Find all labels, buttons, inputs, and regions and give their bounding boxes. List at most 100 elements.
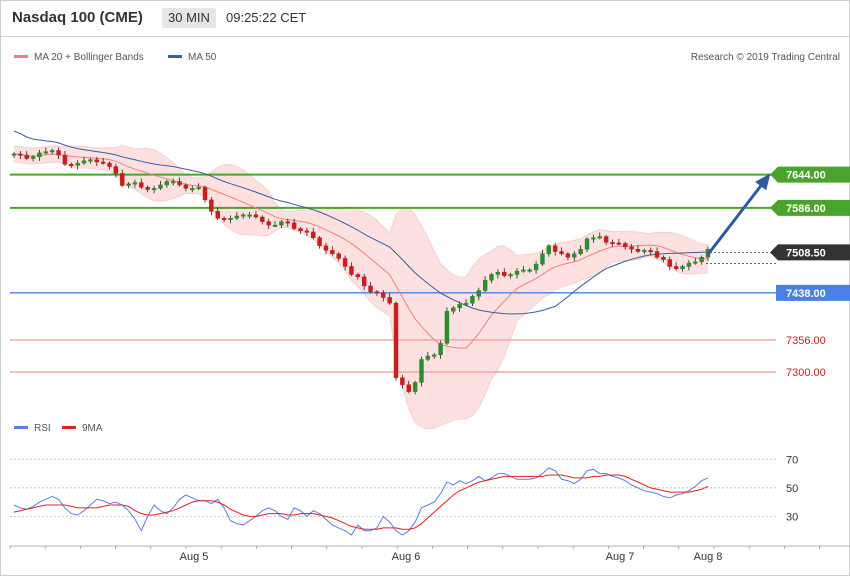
candle [209, 196, 214, 216]
candle [37, 149, 42, 161]
legend-rsi: RSI [14, 423, 51, 434]
candle [502, 268, 507, 278]
candle-body [37, 152, 42, 158]
candle [457, 301, 462, 312]
candle-body [654, 251, 660, 258]
candle-body [81, 160, 87, 164]
candle-body [221, 217, 227, 220]
candle-body [94, 159, 99, 163]
candle-body [100, 161, 106, 164]
header-divider [0, 36, 850, 37]
candle-body [202, 186, 208, 201]
candle [228, 215, 233, 224]
candle [247, 211, 252, 219]
candle [514, 268, 520, 279]
candle [431, 353, 437, 359]
candle-body [234, 215, 240, 219]
candle-body [381, 292, 386, 298]
candle [693, 257, 698, 265]
candle-body [228, 217, 233, 220]
candle-body [406, 384, 411, 392]
candle [81, 156, 87, 165]
candle-body [393, 302, 399, 379]
candle [610, 239, 615, 247]
candle [591, 234, 596, 243]
candle [304, 227, 310, 237]
candle-body [69, 164, 74, 167]
candle [559, 247, 564, 256]
candle [438, 340, 443, 359]
candle [349, 262, 354, 277]
candle [355, 272, 361, 280]
candle [279, 219, 284, 228]
candle [94, 156, 99, 166]
candle [387, 293, 392, 305]
candle-body [260, 216, 265, 222]
rsi-line [13, 467, 709, 536]
candle [699, 255, 704, 265]
candle [11, 152, 17, 158]
candle-body [24, 154, 29, 159]
rsi-tick-label-30: 30 [786, 511, 798, 523]
candle [673, 262, 679, 271]
candle-body [247, 214, 252, 217]
candle-body [209, 199, 214, 212]
x-axis-label-Aug-8: Aug 8 [694, 551, 723, 563]
candle-body [412, 382, 418, 392]
candle-body [266, 221, 271, 226]
candle-body [521, 269, 526, 272]
candle [88, 157, 93, 164]
candle-body [552, 245, 558, 252]
legend-rsi-label: RSI [34, 423, 51, 434]
candle [330, 246, 335, 256]
candle [470, 294, 475, 307]
candle-body [323, 245, 329, 251]
candle [686, 260, 692, 271]
level-lines-layer: 7644.00 7586.00 7508.50 7438.00 7356.00 7300.… [10, 166, 850, 379]
candle-body [444, 310, 450, 344]
candle [412, 380, 418, 395]
candle [374, 289, 380, 296]
candle [260, 215, 265, 225]
candle-body [584, 238, 590, 250]
candle-body [699, 257, 704, 263]
candle-body [610, 242, 615, 245]
candle [635, 245, 641, 254]
candle-body [387, 297, 392, 304]
legend-ma50-label: MA 50 [188, 52, 217, 63]
candle-body [75, 162, 80, 166]
interval-selector[interactable]: 30 MIN [162, 8, 216, 28]
rsi-tick-label-70: 70 [786, 454, 798, 466]
bollinger-band-layer [13, 145, 708, 430]
candle-body [183, 184, 189, 189]
candle-body [336, 253, 341, 259]
candle-body [30, 156, 36, 159]
candle [393, 301, 399, 381]
candle-body [18, 153, 23, 156]
candle [616, 238, 622, 246]
candle [18, 151, 23, 160]
bollinger-band-fill [14, 145, 708, 429]
candle [533, 261, 539, 274]
level-tag-7438.00 [776, 284, 850, 301]
candle [56, 147, 61, 160]
candle-body [482, 279, 488, 291]
candle [629, 244, 634, 254]
candle [508, 272, 513, 279]
candle-body [514, 270, 520, 275]
candle-body [597, 236, 602, 239]
candle [565, 252, 571, 261]
candle [285, 218, 291, 227]
candle-body [603, 236, 609, 243]
level-tag-7586.00 [770, 199, 850, 216]
candle [451, 306, 456, 315]
level-tag-7644.00 [770, 166, 850, 183]
candle [266, 218, 271, 230]
x-axis-label-Aug-5: Aug 5 [180, 551, 209, 563]
candle [578, 245, 583, 256]
candle [62, 151, 68, 166]
candle-body [648, 250, 653, 253]
clock-time: 09:25:22 CET [226, 10, 307, 25]
candle-body [470, 296, 475, 304]
candle [444, 307, 450, 346]
